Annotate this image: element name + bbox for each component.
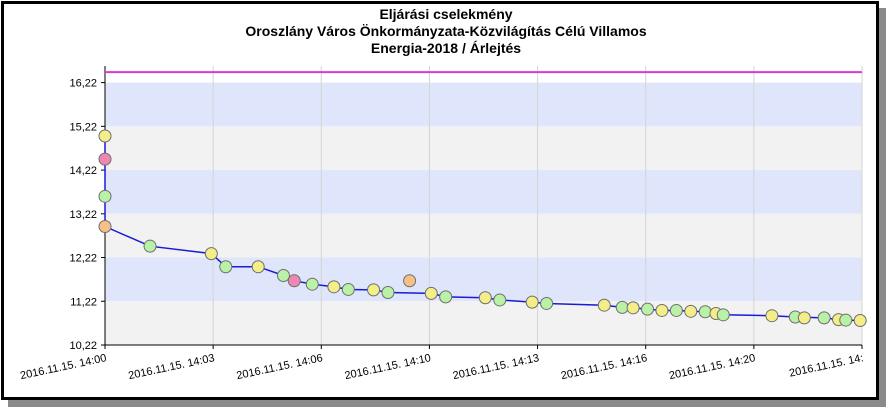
data-point <box>287 274 301 288</box>
data-point <box>493 293 507 307</box>
data-point <box>615 300 629 314</box>
data-point <box>765 309 779 323</box>
data-point <box>219 260 233 274</box>
data-point <box>698 305 712 319</box>
y-tick-label: 13,22 <box>69 209 97 221</box>
data-point <box>597 298 611 312</box>
data-point <box>684 304 698 318</box>
data-point <box>367 283 381 297</box>
data-point <box>143 239 157 253</box>
data-point <box>797 311 811 325</box>
data-point <box>641 302 655 316</box>
data-point <box>439 290 453 304</box>
data-point <box>251 260 265 274</box>
data-point <box>716 308 730 322</box>
data-point <box>341 282 355 296</box>
x-tick-label: 2016.11.15. 14:00 <box>19 352 107 382</box>
data-point <box>839 313 853 327</box>
data-point <box>626 301 640 315</box>
data-point <box>98 189 112 203</box>
data-point <box>204 247 218 261</box>
data-point <box>478 291 492 305</box>
y-tick-label: 10,22 <box>69 340 97 352</box>
data-point <box>98 152 112 166</box>
chart-title-line-3: Energia-2018 / Árlejtés <box>370 40 522 56</box>
plot-band <box>105 301 862 345</box>
data-point <box>381 286 395 300</box>
plot-band <box>105 170 862 214</box>
x-tick-label: 2016.11.15. 14:16 <box>560 352 648 382</box>
data-point <box>276 268 290 282</box>
data-point <box>403 274 417 288</box>
data-point <box>817 311 831 325</box>
chart-title-line-1: Eljárási cselekmény <box>379 6 513 22</box>
data-point <box>525 295 539 309</box>
data-point <box>669 303 683 317</box>
data-point <box>98 219 112 233</box>
x-tick-label: 2016.11.15. 14:20 <box>668 352 756 382</box>
y-axis-ticks: 16,22 15,22 14,22 13,22 12,22 11,22 10,22 <box>69 78 105 352</box>
plot-band <box>105 82 862 127</box>
y-tick-label: 12,22 <box>69 253 97 265</box>
y-tick-label: 14,22 <box>69 165 97 177</box>
x-tick-label: 2016.11.15. 14:06 <box>235 352 323 382</box>
x-tick-label: 2016.11.15. 14:13 <box>452 352 540 382</box>
plot-band <box>105 126 862 171</box>
data-point <box>540 296 554 310</box>
data-point <box>98 129 112 143</box>
data-point <box>305 277 319 291</box>
plot-band <box>105 213 862 258</box>
plot-bands <box>105 66 862 345</box>
x-tick-label: 2016.11.15. 14:03 <box>127 352 215 382</box>
x-tick-label: 2016.11.15. 14:10 <box>344 352 432 382</box>
chart-title-line-2: Oroszlány Város Önkormányzata-Közvilágít… <box>245 23 647 39</box>
data-point <box>853 314 867 328</box>
y-tick-label: 15,22 <box>69 121 97 133</box>
x-axis-ticks: 2016.11.15. 14:00 2016.11.15. 14:03 2016.1… <box>19 345 865 382</box>
data-points <box>98 129 867 328</box>
data-point <box>424 286 438 300</box>
data-point <box>655 303 669 317</box>
y-tick-label: 16,22 <box>69 78 97 90</box>
y-tick-label: 11,22 <box>70 296 97 308</box>
plot-grid <box>212 66 863 345</box>
x-tick-label: 2016.11.15. 14: <box>788 352 864 379</box>
data-point <box>327 280 341 294</box>
